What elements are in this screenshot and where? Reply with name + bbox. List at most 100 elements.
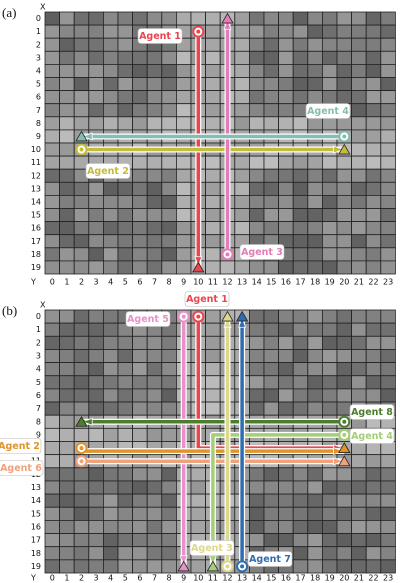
agent-start-core: [240, 564, 244, 568]
row-label: 3: [36, 352, 41, 361]
grid-cell: [293, 310, 308, 323]
grid-cell: [366, 323, 381, 336]
grid-cell: [89, 520, 104, 533]
grid-cell: [352, 323, 367, 336]
grid-cell: [74, 195, 89, 208]
grid-cell: [366, 336, 381, 349]
grid-cell: [45, 507, 60, 520]
grid-cell: [162, 222, 177, 235]
row-label: 6: [36, 93, 41, 102]
grid-cell: [322, 195, 337, 208]
grid-cell: [235, 25, 250, 38]
grid-cell: [118, 235, 133, 248]
grid-cell: [206, 209, 221, 222]
grid-cell: [279, 169, 294, 182]
grid-cell: [308, 261, 323, 274]
grid-cell: [60, 25, 75, 38]
grid-cell: [147, 235, 162, 248]
grid-cell: [74, 261, 89, 274]
grid-cell: [235, 156, 250, 169]
grid-cell: [74, 182, 89, 195]
grid-cell: [264, 12, 279, 25]
grid-cell: [162, 336, 177, 349]
grid-cell: [45, 323, 60, 336]
grid-cell: [45, 534, 60, 547]
row-label: 18: [31, 549, 41, 558]
grid-cell: [206, 363, 221, 376]
row-label: 5: [36, 80, 41, 89]
grid-cell: [89, 363, 104, 376]
grid-cell: [89, 560, 104, 573]
grid-cell: [308, 182, 323, 195]
grid-cell: [322, 481, 337, 494]
grid-cell: [206, 25, 221, 38]
grid-cell: [293, 235, 308, 248]
grid-cell: [249, 520, 264, 533]
grid-cell: [337, 402, 352, 415]
grid-cell: [293, 12, 308, 25]
grid-cell: [60, 481, 75, 494]
grid-cell: [381, 25, 396, 38]
row-label: 15: [31, 509, 41, 518]
grid-cell: [206, 222, 221, 235]
grid-cell: [206, 376, 221, 389]
grid-cell: [352, 363, 367, 376]
col-label: 10: [193, 278, 203, 287]
grid-cell: [103, 25, 118, 38]
grid-cell: [235, 117, 250, 130]
grid-cell: [308, 91, 323, 104]
grid-cell: [74, 520, 89, 533]
grid-cell: [293, 389, 308, 402]
grid-cell: [337, 468, 352, 481]
grid-cell: [60, 195, 75, 208]
grid-cell: [293, 195, 308, 208]
grid-cell: [249, 222, 264, 235]
grid-cell: [147, 182, 162, 195]
grid-cell: [322, 235, 337, 248]
grid-cell: [133, 349, 148, 362]
grid-cell: [337, 310, 352, 323]
grid-cell: [74, 209, 89, 222]
grid-cell: [147, 534, 162, 547]
grid-cell: [264, 468, 279, 481]
grid-cell: [206, 402, 221, 415]
grid-cell: [133, 376, 148, 389]
diagram: (a)XY01234567891011121314151617181901234…: [0, 0, 400, 583]
col-label: 23: [383, 278, 393, 287]
grid-cell: [381, 376, 396, 389]
grid-cell: [162, 51, 177, 64]
grid-cell: [249, 156, 264, 169]
grid-cell: [322, 25, 337, 38]
grid-cell: [60, 91, 75, 104]
grid-cell: [322, 156, 337, 169]
col-label: 13: [237, 278, 247, 287]
row-label: 13: [31, 483, 41, 492]
grid-cell: [249, 182, 264, 195]
grid-cell: [366, 235, 381, 248]
grid-cell: [249, 51, 264, 64]
grid-cell: [176, 235, 191, 248]
agent-label: Agent 1: [139, 31, 181, 42]
grid-cell: [249, 323, 264, 336]
grid-cell: [147, 222, 162, 235]
grid-cell: [74, 363, 89, 376]
grid-cell: [133, 169, 148, 182]
grid-cell: [162, 182, 177, 195]
grid-cell: [118, 117, 133, 130]
grid-cell: [176, 195, 191, 208]
grid-cell: [89, 323, 104, 336]
grid-cell: [322, 64, 337, 77]
grid-cell: [337, 25, 352, 38]
grid-cell: [206, 117, 221, 130]
grid-cell: [60, 51, 75, 64]
grid-cell: [118, 363, 133, 376]
grid-cell: [89, 64, 104, 77]
grid-cell: [264, 494, 279, 507]
grid-cell: [103, 560, 118, 573]
grid-cell: [162, 481, 177, 494]
grid-cell: [322, 38, 337, 51]
grid-cell: [381, 78, 396, 91]
row-label: 0: [36, 14, 41, 23]
grid-cell: [264, 78, 279, 91]
grid-cell: [366, 91, 381, 104]
